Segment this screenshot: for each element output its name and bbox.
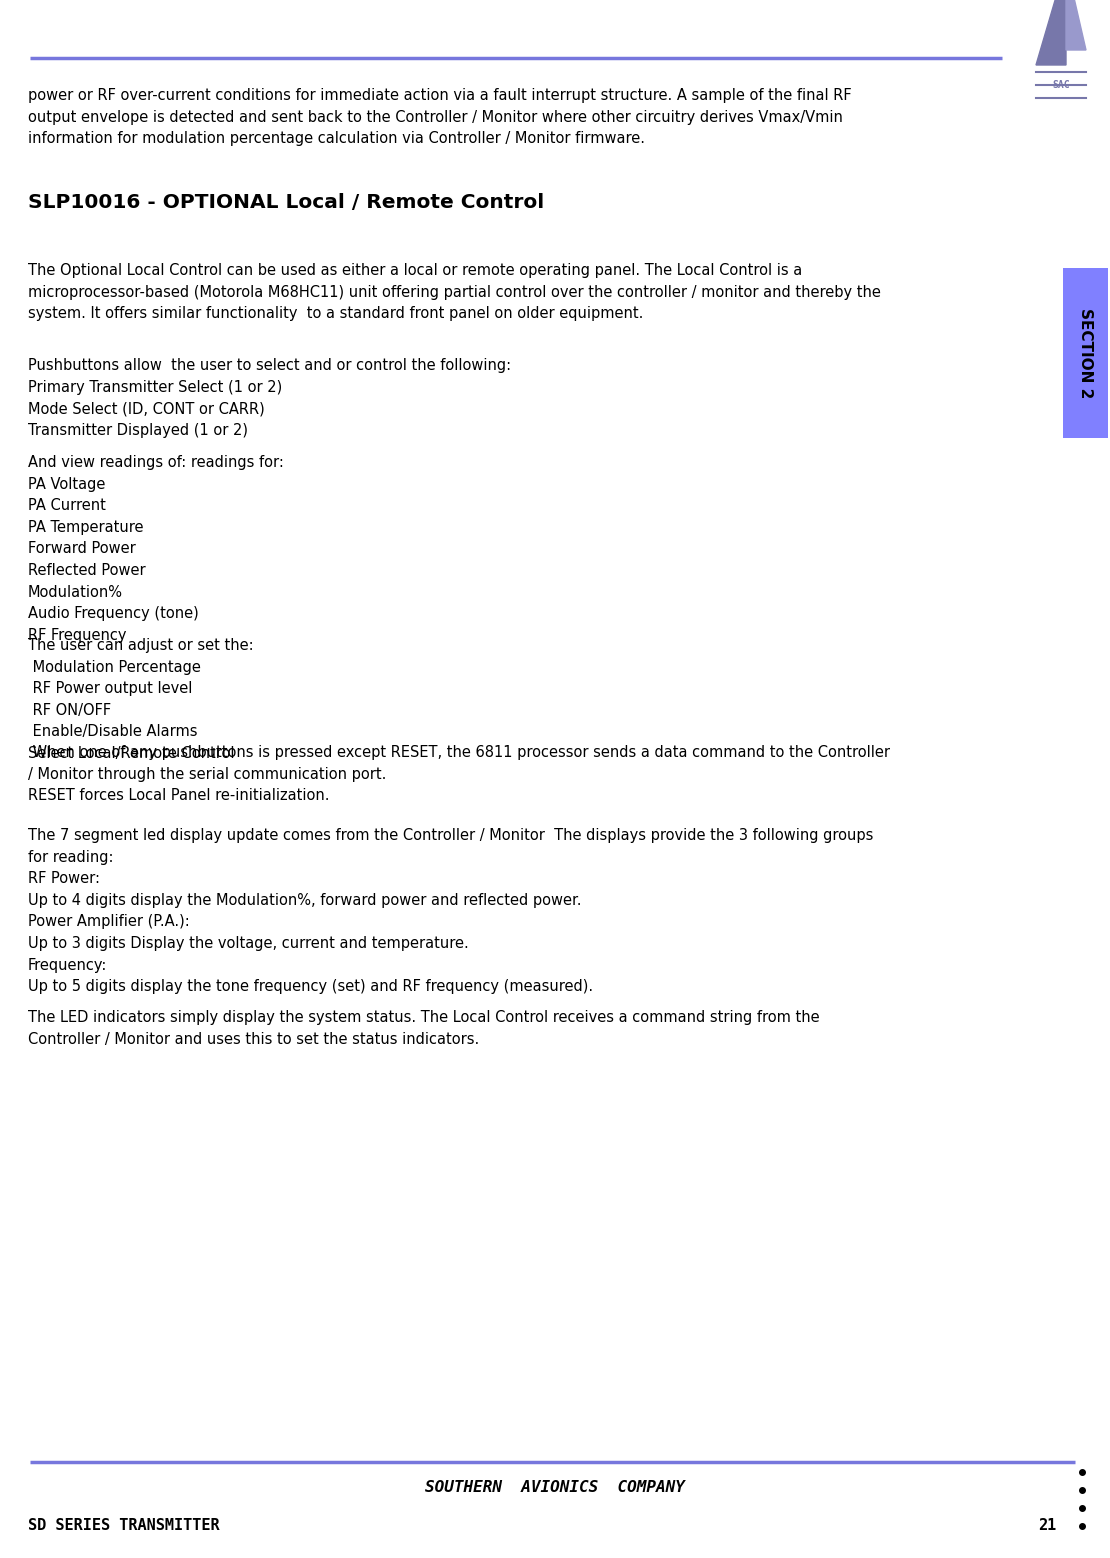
Text: SLP10016 - OPTIONAL Local / Remote Control: SLP10016 - OPTIONAL Local / Remote Contr… xyxy=(28,193,544,212)
Text: SOUTHERN  AVIONICS  COMPANY: SOUTHERN AVIONICS COMPANY xyxy=(425,1480,685,1496)
Text: The 7 segment led display update comes from the Controller / Monitor  The displa: The 7 segment led display update comes f… xyxy=(28,827,874,994)
Text: SD SERIES TRANSMITTER: SD SERIES TRANSMITTER xyxy=(28,1517,220,1533)
Bar xyxy=(1063,268,1108,438)
Text: 21: 21 xyxy=(1038,1517,1057,1533)
Text: And view readings of: readings for:
PA Voltage
PA Current
PA Temperature
Forward: And view readings of: readings for: PA V… xyxy=(28,455,284,643)
Text: The user can adjust or set the:
 Modulation Percentage
 RF Power output level
 R: The user can adjust or set the: Modulati… xyxy=(28,637,253,760)
Polygon shape xyxy=(1036,0,1066,65)
Text: SAC: SAC xyxy=(1052,79,1070,90)
Text: When one of any pushbuttons is pressed except RESET, the 6811 processor sends a : When one of any pushbuttons is pressed e… xyxy=(28,745,890,804)
Text: The LED indicators simply display the system status. The Local Control receives : The LED indicators simply display the sy… xyxy=(28,1010,819,1047)
Text: power or RF over-current conditions for immediate action via a fault interrupt s: power or RF over-current conditions for … xyxy=(28,87,851,146)
Text: Pushbuttons allow  the user to select and or control the following:
Primary Tran: Pushbuttons allow the user to select and… xyxy=(28,358,511,438)
Polygon shape xyxy=(1066,0,1086,50)
Text: SECTION 2: SECTION 2 xyxy=(1078,308,1093,399)
Text: The Optional Local Control can be used as either a local or remote operating pan: The Optional Local Control can be used a… xyxy=(28,263,881,321)
